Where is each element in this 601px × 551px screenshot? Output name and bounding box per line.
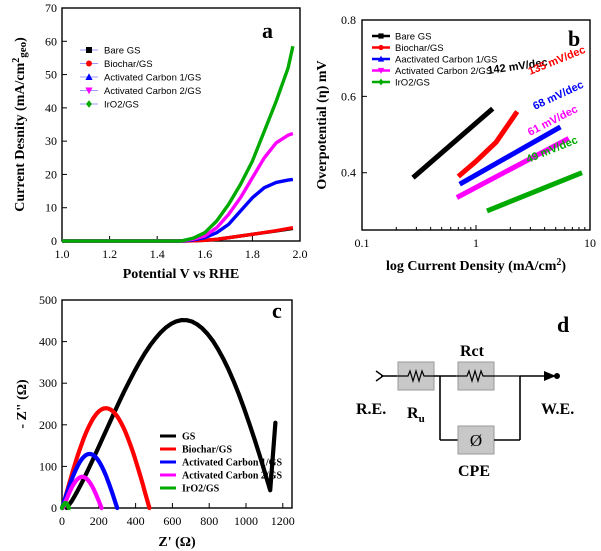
c-series-line: [59, 500, 72, 511]
a-ytick-label: 60: [45, 34, 57, 48]
b-ytick-label: 0.8: [341, 13, 356, 27]
a-series-line: [62, 45, 295, 243]
b-series-line: [455, 136, 570, 200]
b-legend-label: Bare GS: [395, 32, 431, 43]
a-xaxis-label: Potential V vs RHE: [123, 267, 240, 282]
a-series-line: [62, 226, 294, 243]
a-legend-marker: [86, 60, 92, 67]
panel-c: c 0 200 400 600 800 1000 1200 0 100 200 300 400 500 Z…: [15, 293, 295, 550]
c-legend-label: GS: [182, 432, 196, 443]
b-series-line: [456, 110, 520, 179]
panel-d-circuit: d Ø R.E. Ru Rct CPE W.E.: [356, 312, 574, 480]
a-legend-label: Bare GS: [104, 46, 140, 57]
b-legend-marker: [378, 33, 384, 39]
a-ytick-label: 10: [45, 201, 57, 215]
c-series-line: [64, 318, 278, 511]
c-legend-label: Activated Carbon 1/GS: [182, 458, 282, 469]
panel-a: a 1.0 1.2 1.4 1.6 1.8 2.0 0 10 20 30 40 50 60 70 Poten…: [11, 1, 308, 282]
a-legend-label: Activated Carbon 1/GS: [104, 73, 201, 84]
b-xaxis-label: log Current Density (mA/cm2): [386, 257, 566, 274]
c-xtick-label: 800: [200, 514, 218, 528]
b-legend-marker: [378, 78, 384, 86]
b-ytick-label: 0.6: [341, 89, 356, 103]
a-xtick-label: 1.8: [245, 247, 260, 261]
b-slope-label: 68 mV/dec: [531, 79, 585, 113]
we-arrow-icon: [544, 371, 556, 381]
c-xtick-label: 0: [59, 514, 65, 528]
cpe-box: [457, 425, 495, 455]
b-legend-marker: [377, 67, 385, 74]
b-legend-label: Biochar/GS: [395, 43, 444, 54]
c-xtick-label: 600: [163, 514, 181, 528]
a-ytick-label: 0: [51, 234, 57, 248]
ru-resistor-icon: [398, 368, 434, 384]
a-legend-marker: [85, 73, 93, 80]
rct-resistor-icon: [456, 368, 520, 384]
b-legend-label: Activated Carbon 2/GS: [395, 66, 492, 77]
panel-d-letter: d: [557, 312, 569, 337]
a-legend-marker: [86, 100, 92, 108]
b-legend-marker: [377, 55, 385, 62]
rct-label: Rct: [460, 343, 485, 360]
c-yaxis-label: - Z" (Ω): [15, 379, 30, 429]
c-ytick-label: 0: [51, 501, 57, 515]
a-ytick-label: 40: [45, 101, 57, 115]
c-legend-label: Activated Carbon 2/GS: [182, 471, 282, 482]
a-xtick-label: 1.0: [55, 247, 70, 261]
b-legend-label: IrO2/GS: [395, 78, 430, 89]
c-xtick-label: 1200: [271, 514, 295, 528]
a-xtick-label: 2.0: [293, 247, 308, 261]
we-terminal-dot: [554, 373, 560, 379]
c-ytick-label: 500: [39, 293, 57, 307]
panel-b: b 0.1 1 10 0.4 0.6 0.8 log Current Density (mA…: [315, 13, 596, 274]
c-ytick-label: 300: [39, 376, 57, 390]
c-ytick-label: 100: [39, 459, 57, 473]
c-xaxis-label: Z' (Ω): [158, 535, 196, 550]
a-ytick-label: 70: [45, 1, 57, 15]
b-series-line: [486, 170, 583, 214]
c-series-line: [59, 451, 120, 511]
a-legend-marker: [85, 87, 93, 95]
b-slope-label: 49 mV/dec: [525, 134, 580, 166]
cpe-symbol: Ø: [470, 431, 482, 450]
c-ytick-label: 400: [39, 335, 57, 349]
a-legend-marker: [86, 47, 92, 53]
b-legend-label: Aactivated Carbon 1/GS: [395, 55, 497, 66]
a-ytick-label: 30: [45, 134, 57, 148]
a-ytick-label: 20: [45, 167, 57, 181]
a-xtick-label: 1.4: [150, 247, 165, 261]
panel-c-letter: c: [272, 298, 282, 323]
panel-b-letter: b: [568, 26, 580, 51]
cpe-label: CPE: [458, 463, 490, 480]
b-series-line: [411, 106, 495, 180]
a-yaxis-label: Current Desnity (mA/cm2geo): [11, 37, 29, 212]
panel-a-letter: a: [262, 18, 273, 43]
b-xtick-label: 1: [473, 236, 479, 250]
we-label: W.E.: [541, 401, 574, 418]
c-legend-label: IrO2/GS: [182, 484, 220, 495]
c-xtick-label: 200: [90, 514, 108, 528]
c-xtick-label: 400: [127, 514, 145, 528]
b-xtick-label: 0.1: [355, 236, 370, 250]
b-series-line: [458, 124, 562, 187]
re-label: R.E.: [356, 401, 386, 418]
c-legend-label: Biochar/GS: [182, 445, 232, 456]
a-legend-label: IrO2/GS: [104, 100, 139, 111]
a-xtick-label: 1.2: [102, 247, 117, 261]
a-ytick-label: 50: [45, 68, 57, 82]
b-yaxis-label: Overpotential (η) mV: [315, 60, 330, 189]
a-xtick-label: 1.6: [197, 247, 212, 261]
b-legend-marker: [378, 44, 384, 51]
c-ytick-label: 200: [39, 418, 57, 432]
b-ytick-label: 0.4: [341, 166, 356, 180]
b-xtick-label: 10: [584, 236, 596, 250]
ru-label: Ru: [407, 405, 425, 425]
c-series-line: [60, 474, 104, 511]
a-legend-label: Biochar/GS: [104, 59, 153, 70]
a-legend-label: Activated Carbon 2/GS: [104, 86, 201, 97]
c-series-line: [60, 406, 152, 511]
c-xtick-label: 1000: [234, 514, 258, 528]
plot-c-frame: [61, 299, 293, 509]
